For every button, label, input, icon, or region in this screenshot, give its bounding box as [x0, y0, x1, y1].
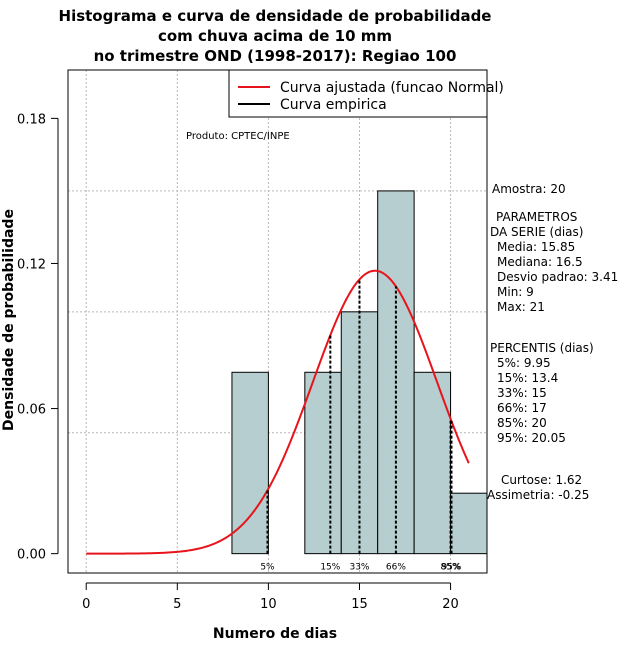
x-tick-label: 10: [260, 597, 277, 612]
histogram-bar: [304, 371, 342, 555]
chart-title-line-1: Histograma e curva de densidade de proba…: [58, 7, 492, 25]
percentiles-title: PERCENTIS (dias): [490, 341, 594, 355]
x-tick-label: 20: [442, 597, 459, 612]
histogram-bar: [231, 371, 269, 555]
producer-note: Produto: CPTEC/INPE: [186, 131, 290, 142]
x-tick-label: 0: [82, 597, 90, 612]
parameters-subtitle: DA SERIE (dias): [490, 225, 584, 239]
percentile-85: 85%: 20: [497, 416, 547, 430]
percentile-33: 33%: 15: [497, 386, 547, 400]
percentile-label: 5%: [260, 563, 275, 573]
y-tick-label: 0.06: [17, 403, 46, 418]
percentile-label: 15%: [320, 563, 340, 573]
percentile-label: 85%: [441, 563, 461, 573]
stat-max: Max: 21: [497, 300, 545, 314]
stat-min: Min: 9: [497, 285, 534, 299]
y-tick-label: 0.00: [17, 548, 46, 563]
y-tick-label: 0.12: [17, 257, 46, 272]
parameters-title: PARAMETROS: [496, 210, 578, 224]
y-axis: 0.00 0.06 0.12 0.18: [17, 112, 59, 563]
percentile-label: 66%: [386, 563, 406, 573]
normal-curve-line: [86, 269, 470, 555]
stat-mediana: Mediana: 16.5: [497, 255, 583, 269]
skewness: Assimetria: -0.25: [487, 488, 590, 502]
percentile-95: 95%: 20.05: [497, 431, 566, 445]
x-tick-label: 5: [173, 597, 181, 612]
y-tick-label: 0.18: [17, 112, 46, 127]
sample-size: Amostra: 20: [492, 182, 566, 196]
stat-desvio: Desvio padrao: 3.41: [497, 270, 619, 284]
legend: Curva ajustada (funcao Normal) Curva emp…: [228, 69, 504, 118]
chart-title-line-2: com chuva acima de 10 mm: [157, 27, 393, 45]
kurtosis: Curtose: 1.62: [501, 473, 583, 487]
histogram-bar: [450, 492, 488, 555]
chart-title-line-3: no trimestre OND (1998-2017): Regiao 100: [93, 47, 457, 65]
histogram-bar: [413, 371, 452, 555]
legend-entry-fitted: Curva ajustada (funcao Normal): [280, 80, 504, 96]
x-tick-label: 15: [351, 597, 368, 612]
normal-curve: [86, 269, 470, 555]
y-axis-label: Densidade de probabilidade: [1, 209, 17, 431]
percentile-66: 66%: 17: [497, 401, 547, 415]
percentile-5: 5%: 9.95: [497, 356, 551, 370]
x-axis: 0 5 10 15 20: [82, 582, 459, 612]
percentile-markers: 5% 15% 33% 66% 85%95%: [260, 279, 462, 573]
percentile-label: 33%: [349, 563, 369, 573]
percentile-label: 95%: [441, 563, 461, 573]
percentile-15: 15%: 13.4: [497, 371, 559, 385]
x-axis-label: Numero de dias: [213, 626, 337, 642]
stat-media: Media: 15.85: [497, 240, 576, 254]
legend-entry-empirical: Curva empirica: [280, 97, 387, 113]
